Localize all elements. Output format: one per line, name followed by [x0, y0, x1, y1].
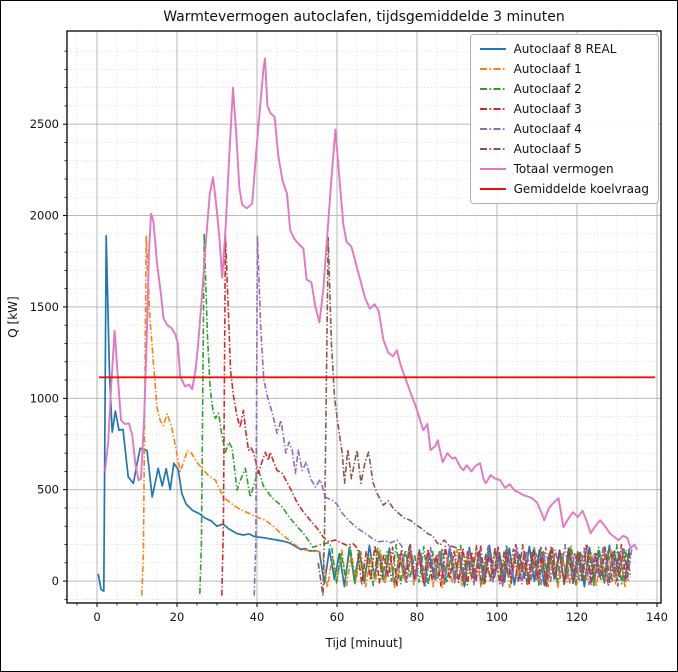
legend-item-autoclaaf-4: Autoclaaf 4 [479, 120, 649, 138]
legend-line-swatch [479, 188, 506, 190]
svg-text:1000: 1000 [30, 391, 59, 405]
svg-text:0: 0 [93, 610, 100, 624]
series-autoclaaf-3 [221, 234, 631, 596]
svg-text:40: 40 [250, 610, 265, 624]
legend-line-swatch [479, 128, 506, 130]
chart-title: Warmtevermogen autoclafen, tijdsgemiddel… [163, 9, 565, 25]
legend-item-totaal-vermogen: Totaal vermogen [479, 160, 649, 178]
svg-text:100: 100 [486, 610, 508, 624]
legend-item-autoclaaf-8-real: Autoclaaf 8 REAL [479, 40, 649, 58]
series-totaal-vermogen [104, 57, 638, 551]
series-autoclaaf-1 [141, 234, 631, 596]
svg-text:140: 140 [646, 610, 668, 624]
legend-label: Gemiddelde koelvraag [513, 182, 649, 196]
legend-label: Autoclaaf 3 [513, 102, 582, 116]
series-autoclaaf-4 [253, 234, 633, 596]
legend-item-autoclaaf-5: Autoclaaf 5 [479, 140, 649, 158]
svg-text:2000: 2000 [30, 209, 59, 223]
legend-item-autoclaaf-1: Autoclaaf 1 [479, 60, 649, 78]
legend-line-swatch [479, 168, 506, 170]
svg-text:80: 80 [410, 610, 425, 624]
series-autoclaaf-5 [317, 236, 630, 597]
svg-text:2500: 2500 [30, 117, 59, 131]
series-lines [97, 57, 655, 597]
svg-text:60: 60 [330, 610, 345, 624]
legend-item-autoclaaf-3: Autoclaaf 3 [479, 100, 649, 118]
legend-line-swatch [479, 68, 506, 70]
x-axis-label: Tijd [minuut] [325, 636, 403, 650]
legend-item-gemiddelde-koelvraag: Gemiddelde koelvraag [479, 180, 649, 198]
legend-item-autoclaaf-2: Autoclaaf 2 [479, 80, 649, 98]
legend-label: Totaal vermogen [513, 162, 614, 176]
legend-label: Autoclaaf 2 [513, 82, 582, 96]
svg-text:0: 0 [52, 574, 59, 588]
legend: Autoclaaf 8 REAL Autoclaaf 1 Autoclaaf 2 Au… [469, 34, 659, 204]
y-axis-label: Q [kW] [6, 296, 20, 337]
legend-line-swatch [479, 108, 506, 110]
svg-text:20: 20 [170, 610, 185, 624]
series-autoclaaf-2 [199, 233, 632, 594]
legend-line-swatch [479, 88, 506, 90]
legend-line-swatch [479, 148, 506, 150]
legend-label: Autoclaaf 1 [513, 62, 582, 76]
legend-label: Autoclaaf 5 [513, 142, 582, 156]
svg-text:120: 120 [566, 610, 588, 624]
legend-line-swatch [479, 48, 506, 50]
svg-text:500: 500 [37, 483, 59, 497]
legend-label: Autoclaaf 4 [513, 122, 582, 136]
svg-text:1500: 1500 [30, 300, 59, 314]
legend-label: Autoclaaf 8 REAL [513, 42, 617, 56]
